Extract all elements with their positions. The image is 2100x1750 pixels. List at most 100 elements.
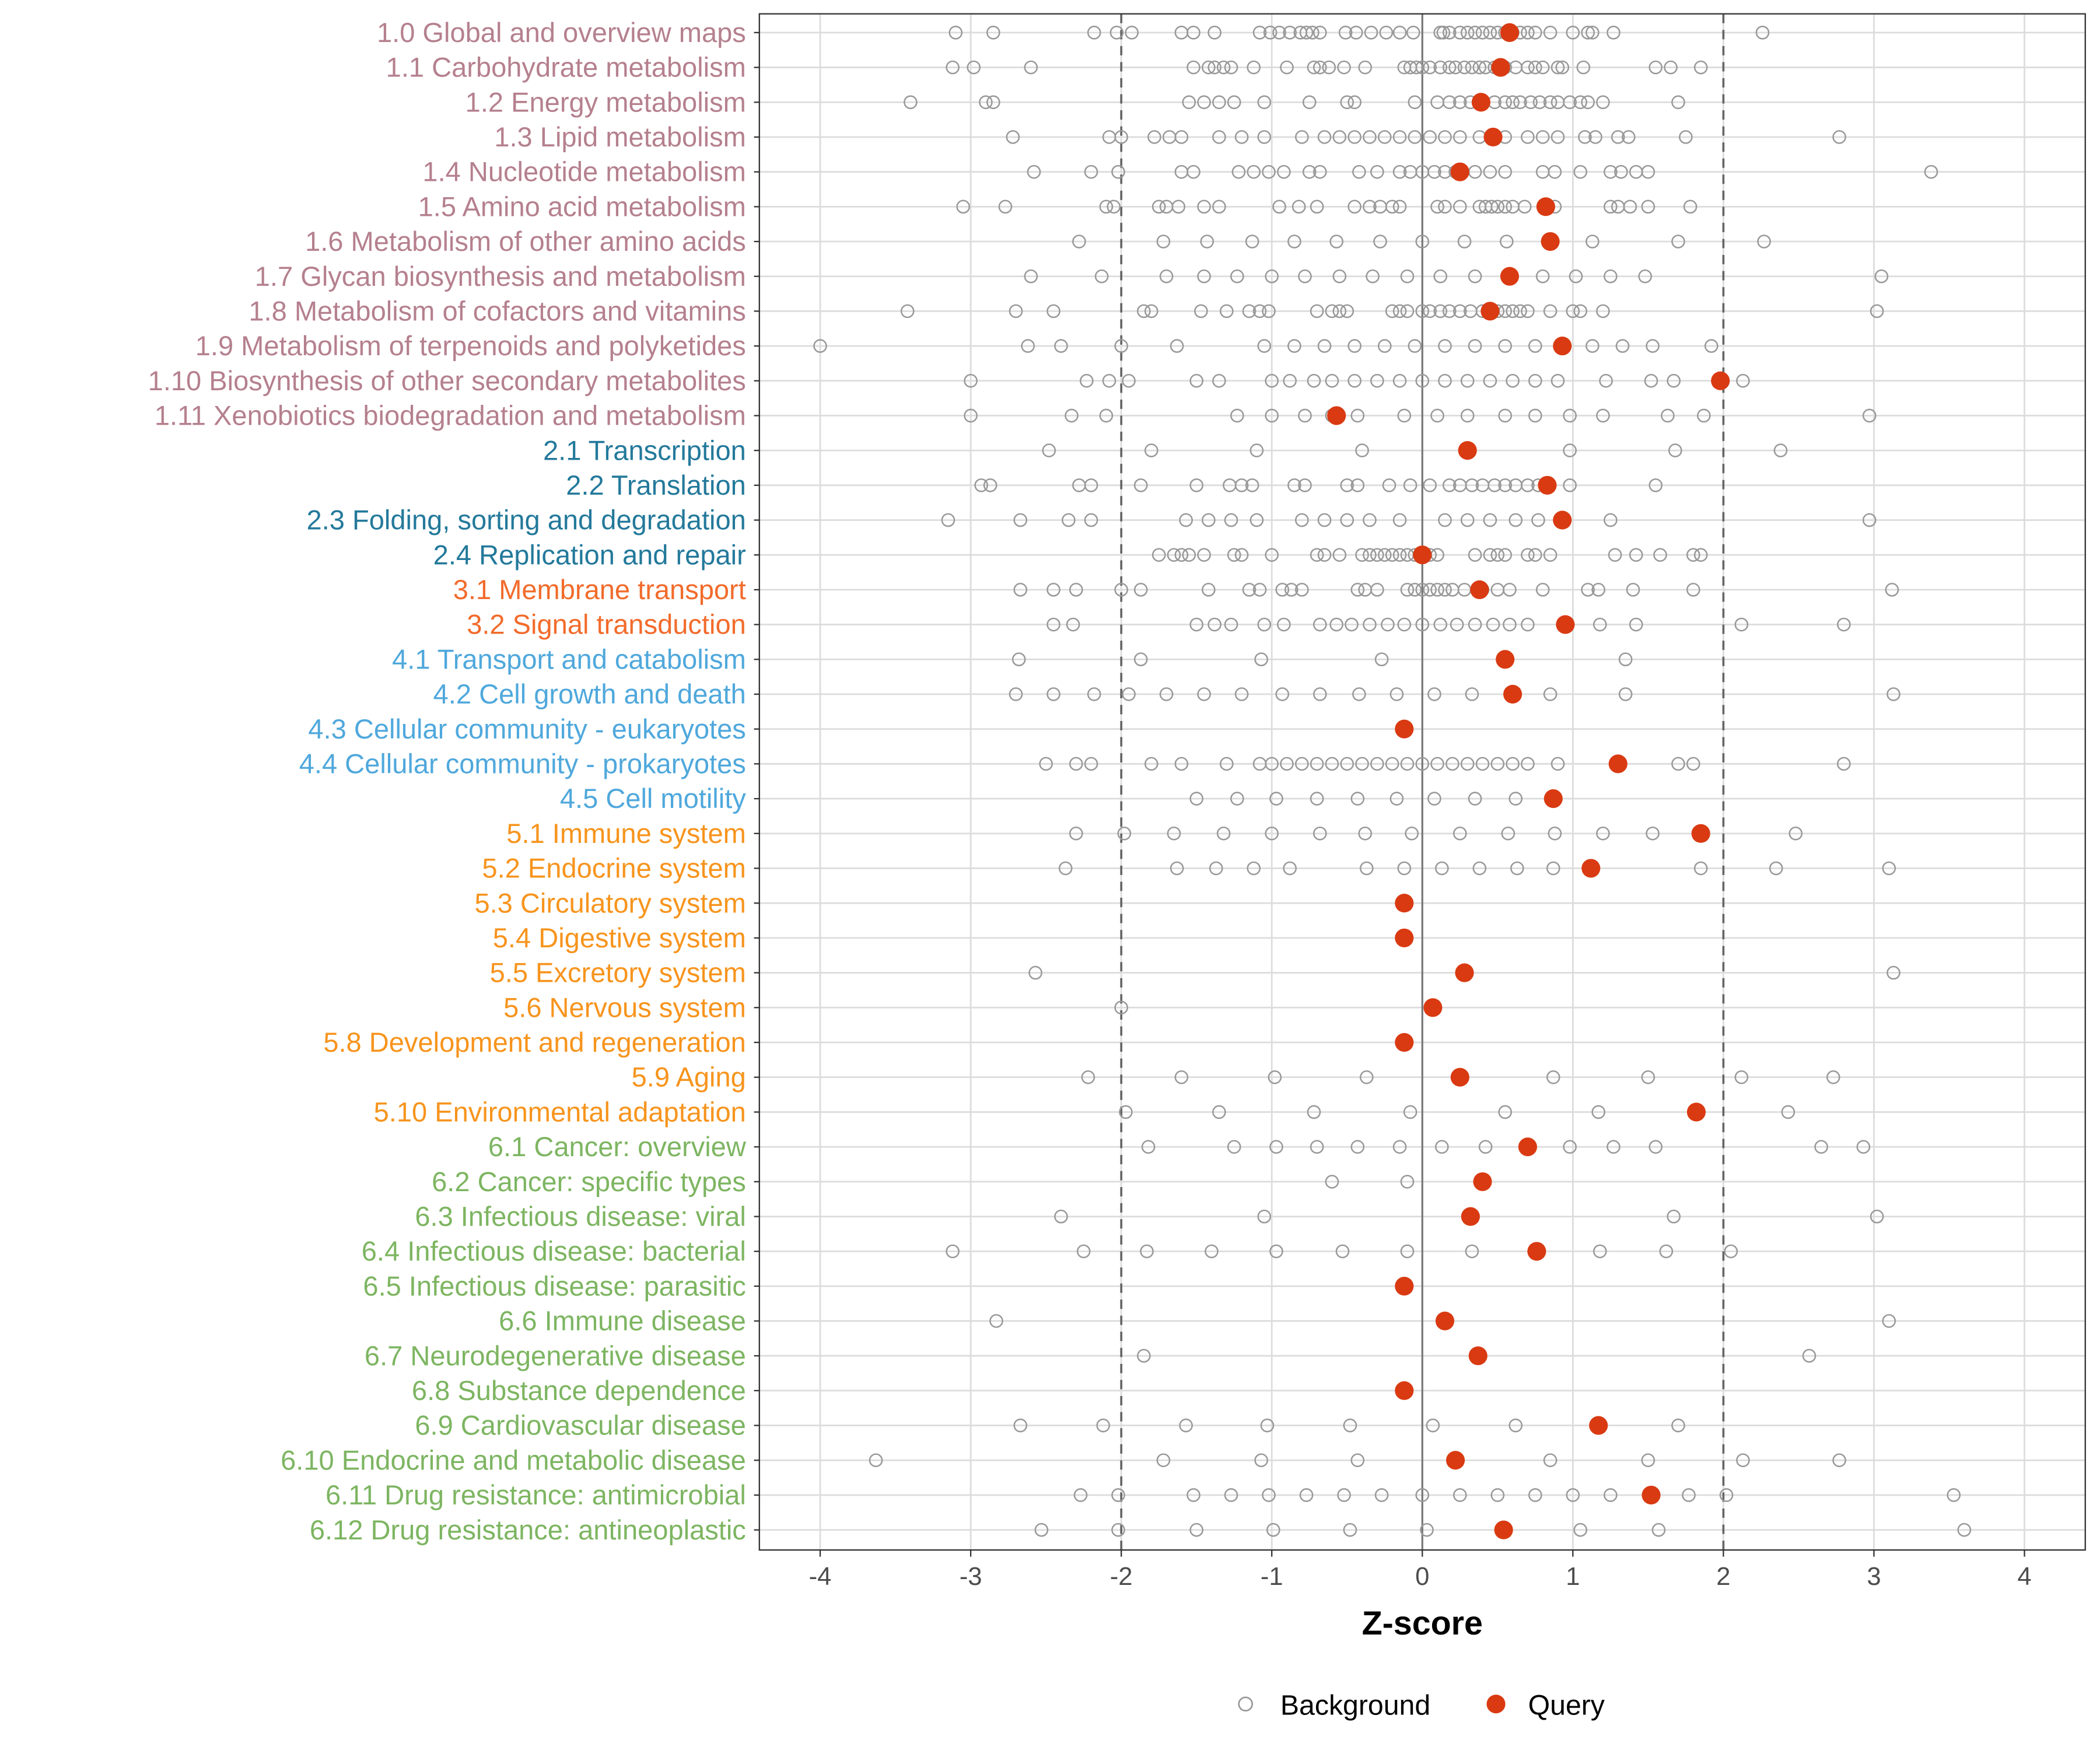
background-point (1111, 164, 1125, 179)
background-point (1837, 617, 1851, 632)
background-point (1392, 1140, 1407, 1154)
background-point (1427, 164, 1441, 179)
background-point (1408, 339, 1422, 353)
background-point (1079, 373, 1094, 388)
background-point (1483, 513, 1497, 527)
background-point (1606, 26, 1620, 40)
background-point (1147, 130, 1161, 144)
row-label: 1.8 Metabolism of cofactors and vitamins (249, 295, 746, 326)
background-point (1245, 235, 1259, 249)
background-point (1307, 1105, 1321, 1119)
background-point (1171, 200, 1186, 214)
background-point (1521, 548, 1535, 562)
background-point (1287, 478, 1301, 492)
background-point (1358, 60, 1373, 75)
background-point (1390, 792, 1404, 806)
background-point (1359, 861, 1374, 876)
background-point (1340, 304, 1354, 318)
background-point (1550, 373, 1565, 388)
background-point (900, 304, 915, 318)
background-point (1122, 687, 1136, 701)
background-point (1294, 583, 1309, 597)
background-point (1475, 757, 1490, 771)
background-point (1406, 26, 1420, 40)
background-point (1257, 130, 1272, 144)
background-point (1355, 757, 1369, 771)
background-point (1446, 757, 1460, 771)
background-point (1769, 861, 1783, 876)
background-point (1350, 408, 1365, 423)
background-point (1111, 1522, 1125, 1537)
background-point (1385, 757, 1399, 771)
background-point (1415, 373, 1430, 388)
background-point (1257, 339, 1272, 353)
background-point (1034, 1522, 1049, 1537)
background-point (1054, 1209, 1068, 1224)
background-point (1521, 478, 1535, 492)
background-point (1465, 478, 1479, 492)
background-point (1252, 583, 1267, 597)
background-point (1521, 617, 1535, 632)
background-point (1250, 513, 1264, 527)
background-point (1434, 861, 1449, 876)
background-point (1667, 373, 1681, 388)
background-point (1788, 827, 1803, 841)
background-point (1508, 792, 1523, 806)
background-point (1212, 130, 1226, 144)
background-point (1400, 1174, 1415, 1189)
background-point (1257, 617, 1272, 632)
background-point (1548, 164, 1562, 179)
x-tick-label: -3 (960, 1563, 982, 1591)
background-point (1350, 1140, 1365, 1154)
background-point (1114, 339, 1128, 353)
background-point (1667, 1209, 1681, 1224)
background-point (941, 513, 956, 527)
row-label: 2.1 Transcription (543, 435, 746, 466)
background-point (1543, 26, 1558, 40)
background-point (1066, 617, 1080, 632)
background-point (1046, 687, 1060, 701)
background-point (1648, 478, 1663, 492)
background-point (1325, 304, 1339, 318)
background-point (1310, 792, 1324, 806)
background-point (1189, 617, 1203, 632)
background-point (1629, 617, 1643, 632)
background-point (1219, 757, 1234, 771)
background-point (1189, 792, 1203, 806)
background-point (1543, 304, 1558, 318)
background-point (1312, 60, 1327, 75)
row-label: 4.2 Cell growth and death (433, 678, 746, 709)
query-point (1503, 684, 1522, 704)
background-point (1197, 200, 1211, 214)
background-point (1581, 583, 1595, 597)
background-point (1400, 304, 1415, 318)
background-point (1379, 26, 1394, 40)
background-point (1604, 269, 1618, 284)
background-point (1307, 60, 1321, 75)
background-point (1197, 687, 1211, 701)
background-point (1385, 304, 1399, 318)
background-point (1423, 130, 1437, 144)
background-point (1427, 687, 1441, 701)
row-label: 4.1 Transport and catabolism (392, 643, 746, 674)
row-label: 1.7 Glycan biosynthesis and metabolism (255, 261, 746, 292)
background-point (1478, 1140, 1493, 1154)
background-point (1442, 304, 1457, 318)
query-point (1470, 580, 1489, 600)
background-point (1415, 60, 1430, 75)
background-point (1355, 548, 1369, 562)
background-point (1110, 26, 1124, 40)
background-point (1555, 60, 1570, 75)
background-point (1392, 373, 1407, 388)
background-point (1506, 304, 1520, 318)
background-point (1208, 617, 1222, 632)
background-point (1604, 164, 1618, 179)
background-point (1468, 339, 1482, 353)
background-point (1415, 617, 1430, 632)
background-point (1257, 1209, 1272, 1224)
background-point (1350, 478, 1365, 492)
background-point (1254, 1453, 1268, 1468)
background-point (1641, 164, 1656, 179)
row-label: 2.3 Folding, sorting and degradation (307, 505, 746, 536)
background-point (1638, 269, 1653, 284)
